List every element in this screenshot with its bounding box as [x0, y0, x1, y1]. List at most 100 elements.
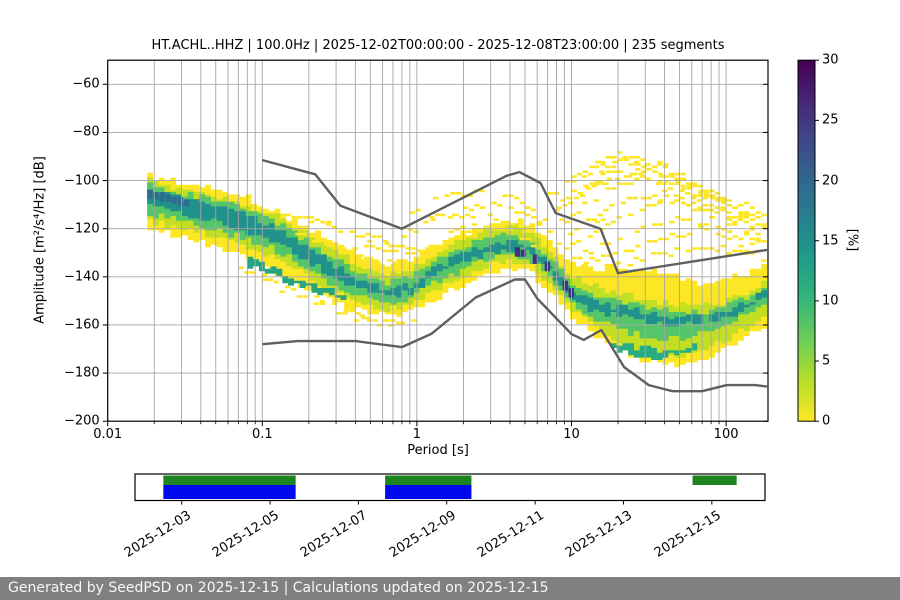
colorbar-gradient-cell — [798, 74, 815, 79]
colorbar-gradient-cell — [798, 117, 815, 121]
colorbar-gradient-cell — [798, 318, 815, 323]
colorbar-gradient-cell — [798, 111, 815, 115]
colorbar-gradient-cell — [798, 267, 815, 272]
colorbar-gradient-cell — [798, 162, 815, 166]
colorbar-gradient-cell — [798, 174, 815, 178]
colorbar-gradient-cell — [798, 237, 815, 241]
colorbar-gradient-cell — [798, 147, 815, 151]
colorbar-gradient-cell — [798, 204, 815, 208]
colorbar-gradient-cell — [798, 80, 815, 85]
plot-title: HT.ACHL..HHZ | 100.0Hz | 2025-12-02T00:0… — [151, 38, 725, 53]
ppsd-streak-cells — [238, 151, 767, 327]
colorbar-gradient-cell — [798, 279, 815, 284]
colorbar-gradient-cell — [798, 351, 815, 356]
colorbar-gradient-cell — [798, 249, 815, 254]
y-tick-label: −80 — [72, 124, 100, 140]
colorbar-gradient-cell — [798, 132, 815, 136]
colorbar-gradient-cell — [798, 171, 815, 175]
colorbar-gradient-cell — [798, 402, 815, 407]
colorbar-gradient-cell — [798, 92, 815, 97]
colorbar-gradient-cell — [798, 68, 815, 73]
colorbar-gradient-cell — [798, 375, 815, 380]
colorbar-gradient-cell — [798, 396, 815, 401]
colorbar-gradient-cell — [798, 114, 815, 118]
colorbar-gradient-cell — [798, 71, 815, 76]
colorbar-gradient-cell — [798, 270, 815, 275]
ppsd-streaks — [238, 151, 767, 327]
colorbar-gradient-cell — [798, 77, 815, 82]
colorbar-gradient-cell — [798, 228, 815, 232]
colorbar-gradient-cell — [798, 83, 815, 88]
colorbar-gradient-cell — [798, 285, 815, 290]
ppsd-histogram — [147, 172, 767, 368]
colorbar-gradient-cell — [798, 294, 815, 299]
colorbar-gradient-cell — [798, 144, 815, 148]
colorbar-gradient-cell — [798, 393, 815, 398]
colorbar-gradient-cell — [798, 135, 815, 139]
colorbar-gradient-cell — [798, 282, 815, 287]
colorbar-gradient-cell — [798, 360, 815, 365]
y-tick-label: −200 — [63, 413, 100, 429]
x-axis-label: Period [s] — [407, 443, 469, 458]
colorbar-gradient-cell — [798, 315, 815, 320]
colorbar-gradient-cell — [798, 411, 815, 416]
y-tick-label: −180 — [63, 365, 100, 381]
colorbar-tick-label: 20 — [822, 173, 839, 189]
ppsd-dark-patches — [147, 189, 574, 298]
ppsd-dark-short-period-dark — [147, 189, 190, 207]
colorbar-gradient-cell — [798, 297, 815, 302]
colorbar-gradient-cell — [798, 261, 815, 266]
colorbar — [797, 59, 819, 422]
noise-model-nhnm — [261, 158, 768, 275]
colorbar-gradient-cell — [798, 342, 815, 347]
y-tick-label: −60 — [72, 76, 100, 92]
colorbar-gradient-cell — [798, 276, 815, 281]
colorbar-gradient-cell — [798, 105, 815, 109]
colorbar-gradient-cell — [798, 348, 815, 353]
colorbar-gradient-cell — [798, 336, 815, 341]
colorbar-gradient-cell — [798, 246, 815, 251]
x-tick-label: 100 — [713, 427, 739, 443]
colorbar-gradient-cell — [798, 165, 815, 169]
colorbar-gradient-cell — [798, 153, 815, 157]
ppsd-band-secondary-left-core — [247, 256, 347, 300]
colorbar-gradient-cell — [798, 99, 815, 103]
colorbar-gradient-cell — [798, 312, 815, 317]
footer-text: Generated by SeedPSD on 2025-12-15 | Cal… — [8, 580, 549, 596]
colorbar-gradient-cell — [798, 399, 815, 404]
colorbar-gradient-cell — [798, 123, 815, 127]
colorbar-gradient-cell — [798, 414, 815, 419]
timeline-availability — [134, 473, 766, 505]
colorbar-gradient-cell — [798, 300, 815, 305]
colorbar-gradient-cell — [798, 258, 815, 263]
colorbar-gradient-cell — [798, 195, 815, 199]
colorbar-gradient-cell — [798, 243, 815, 248]
colorbar-gradient-cell — [798, 240, 815, 245]
colorbar-gradient-cell — [798, 291, 815, 296]
colorbar-gradient-cell — [798, 225, 815, 229]
colorbar-gradient-cell — [798, 192, 815, 196]
timeline-green-segment — [692, 475, 737, 485]
colorbar-gradient-cell — [798, 288, 815, 293]
colorbar-gradient-cell — [798, 372, 815, 377]
colorbar-gradient-cell — [798, 330, 815, 335]
colorbar-gradient-cell — [798, 303, 815, 308]
colorbar-gradient-cell — [798, 219, 815, 223]
colorbar-gradient-cell — [798, 366, 815, 371]
timeline-blue-segment — [163, 485, 296, 499]
timeline-blue-segment — [385, 485, 472, 499]
colorbar-gradient-cell — [798, 141, 815, 145]
colorbar-gradient-cell — [798, 327, 815, 332]
colorbar-gradient-cell — [798, 390, 815, 395]
colorbar-gradient-cell — [798, 189, 815, 193]
colorbar-gradient-cell — [798, 387, 815, 392]
colorbar-gradient-cell — [798, 102, 815, 106]
colorbar-gradient-cell — [798, 159, 815, 163]
colorbar-gradient-cell — [798, 183, 815, 187]
colorbar-label: [%] — [844, 228, 860, 252]
y-tick-label: −140 — [63, 269, 100, 285]
colorbar-gradient-cell — [798, 408, 815, 413]
colorbar-gradient-cell — [798, 213, 815, 217]
x-tick-label: 0.1 — [251, 427, 273, 443]
